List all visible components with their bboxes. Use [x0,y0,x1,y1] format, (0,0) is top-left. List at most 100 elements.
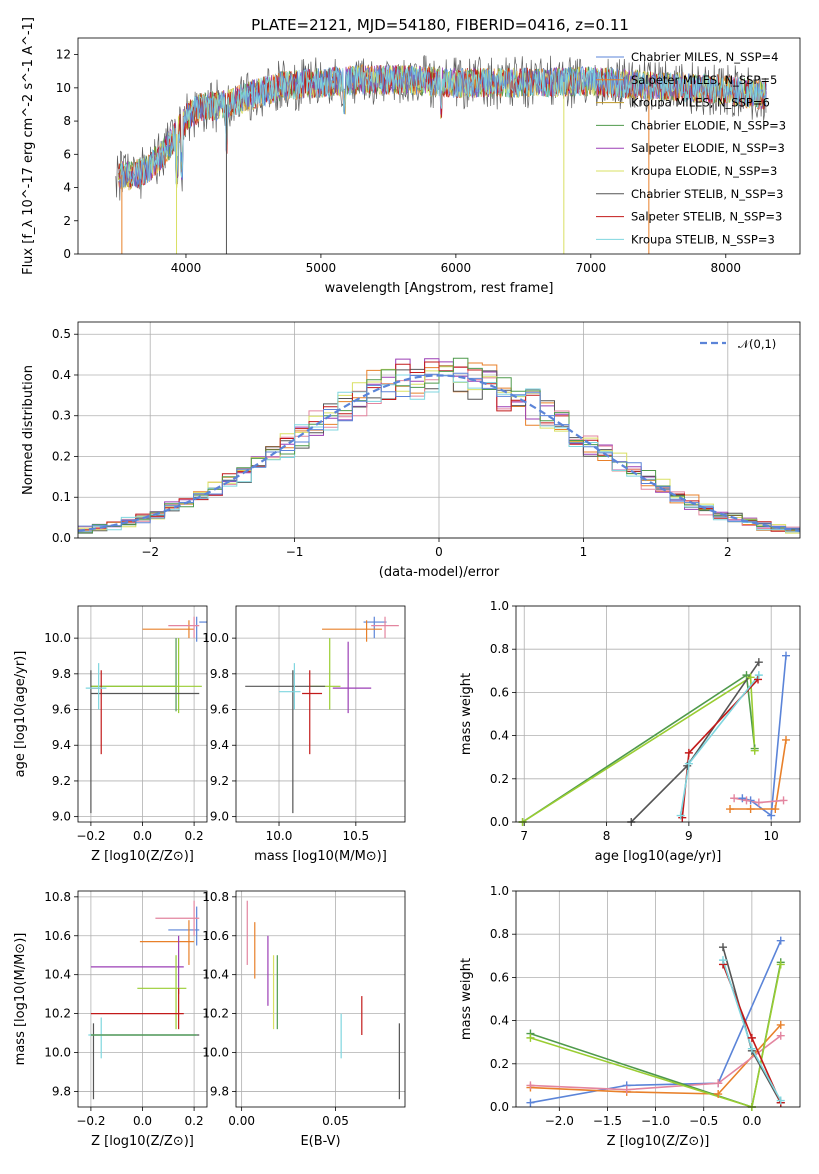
x-tick-label: 7000 [576,261,607,275]
data-point [90,935,184,995]
axes-frame [515,890,801,1108]
x-tick-label: −1.5 [593,1114,622,1128]
weight-marker [746,673,755,682]
x-tick-label: −2 [141,545,159,559]
y-axis-label: Normed distribution [21,365,36,495]
x-tick-label: 6000 [441,261,472,275]
data-point [90,638,202,714]
x-tick-label: 10.0 [266,829,293,843]
y-tick-label: 10.6 [44,929,71,943]
weight-marker [767,811,776,820]
y-tick-label: 1.0 [490,599,509,613]
weight-marker [776,1096,785,1105]
x-tick-label: 0.0 [742,1114,761,1128]
plot-area [245,616,399,814]
data-point [322,620,382,642]
data-point [142,620,195,639]
y-tick-label: 0.0 [52,531,71,545]
data-point [196,616,207,642]
legend-entry: 𝒩(0,1) [738,337,776,351]
x-axis-label: Z [log10(Z/Z⊙)] [607,1134,710,1149]
y-tick-label: 9.6 [210,703,229,717]
y-tick-label: 0.8 [490,642,509,656]
x-axis-label: (data-model)/error [379,565,500,580]
weight-marker [526,1081,535,1090]
weight-marker [776,1020,785,1029]
weight-marker [754,798,763,807]
weight-marker [684,748,693,757]
age-vs-metallicity-panel: −0.2 0.0 0.2 9.0 9.2 9.4 9.6 9.8 10.0 Z [log10(Z/… [13,605,208,864]
x-tick-label: 0.0 [133,829,152,843]
weight-marker [742,796,751,805]
weight-marker [676,811,685,820]
weight-marker [750,746,759,755]
weight-marker [776,960,785,969]
age-vs-mass-panel: 10.0 10.5 9.0 9.2 9.4 9.6 9.8 10.0 mass [log10(M… [202,605,406,864]
y-tick-label: 4 [63,181,71,195]
x-tick-label: 9 [685,829,693,843]
x-tick-label: 10.5 [342,829,369,843]
weight-marker [747,1033,756,1042]
y-tick-label: 0.2 [490,1057,509,1071]
weight-marker [526,1098,535,1107]
y-tick-label: 9.6 [52,703,71,717]
data-point [85,663,107,710]
y-tick-label: 0.3 [52,409,71,423]
legend-entry: Salpeter ELODIE, N_SSP=3 [631,141,785,155]
y-tick-label: 0.5 [52,327,71,341]
plot-area [246,900,400,1100]
y-tick-label: 10.4 [44,968,71,982]
x-tick-label: −1 [286,545,304,559]
data-point [371,616,399,639]
weight-line-3 [530,1035,782,1091]
axes-frame [235,605,406,823]
y-tick-label: 0.0 [490,815,509,829]
weight-marker [747,1044,756,1053]
weight-marker [754,658,763,667]
legend: Chabrier MILES, N_SSP=4 Salpeter MILES, N… [596,50,786,246]
x-tick-label: −2.0 [545,1114,574,1128]
plot-area [115,55,767,254]
y-tick-label: 10.4 [202,968,229,982]
weight-line-1 [530,940,782,1104]
data-point [90,988,184,1030]
x-tick-label: 1 [580,545,588,559]
axes-frame [77,605,208,823]
axes-frame [77,321,801,539]
y-tick-label: 10.6 [202,929,229,943]
weight-marker [771,805,780,814]
y-tick-label: 10.0 [202,631,229,645]
y-tick-label: 6 [63,147,71,161]
weight-marker [776,936,785,945]
x-axis-label: E(B-V) [300,1134,340,1149]
y-tick-label: 0.4 [490,1014,509,1028]
y-tick-label: 10.2 [44,1007,71,1021]
legend-entry: Kroupa ELODIE, N_SSP=3 [631,164,777,178]
x-tick-label: 0 [435,545,443,559]
weight-line-5 [522,675,756,822]
weight-marker [622,1085,631,1094]
x-tick-label: 10 [764,829,779,843]
weight-marker [726,805,735,814]
y-tick-label: 0.6 [490,970,509,984]
plot-area [530,940,782,1107]
data-point [332,641,372,714]
weight-vs-age-panel: 7 8 9 10 0.0 0.2 0.4 0.6 0.8 1.0 age [log10(age/yr… [459,599,801,864]
y-tick-label: 0.1 [52,490,71,504]
y-tick-label: 0.8 [490,927,509,941]
y-tick-label: 9.2 [52,774,71,788]
histogram-step-8 [78,357,800,534]
plot-area [88,900,200,1100]
y-tick-label: 0.6 [490,685,509,699]
histogram-step-6 [78,361,800,533]
weight-vs-metallicity-panel: −2.0 −1.5 −1.0 −0.5 0.0 0.0 0.2 0.4 0.6 0.8 1.0 Z [… [459,884,801,1149]
x-tick-label: 4000 [171,261,202,275]
y-axis-label: mass weight [459,673,474,755]
x-tick-label: −0.2 [76,829,105,843]
y-tick-label: 10.0 [44,631,71,645]
y-tick-label: 9.0 [52,810,71,824]
x-tick-label: 8000 [711,261,742,275]
weight-marker [779,796,788,805]
x-tick-label: −0.5 [689,1114,718,1128]
